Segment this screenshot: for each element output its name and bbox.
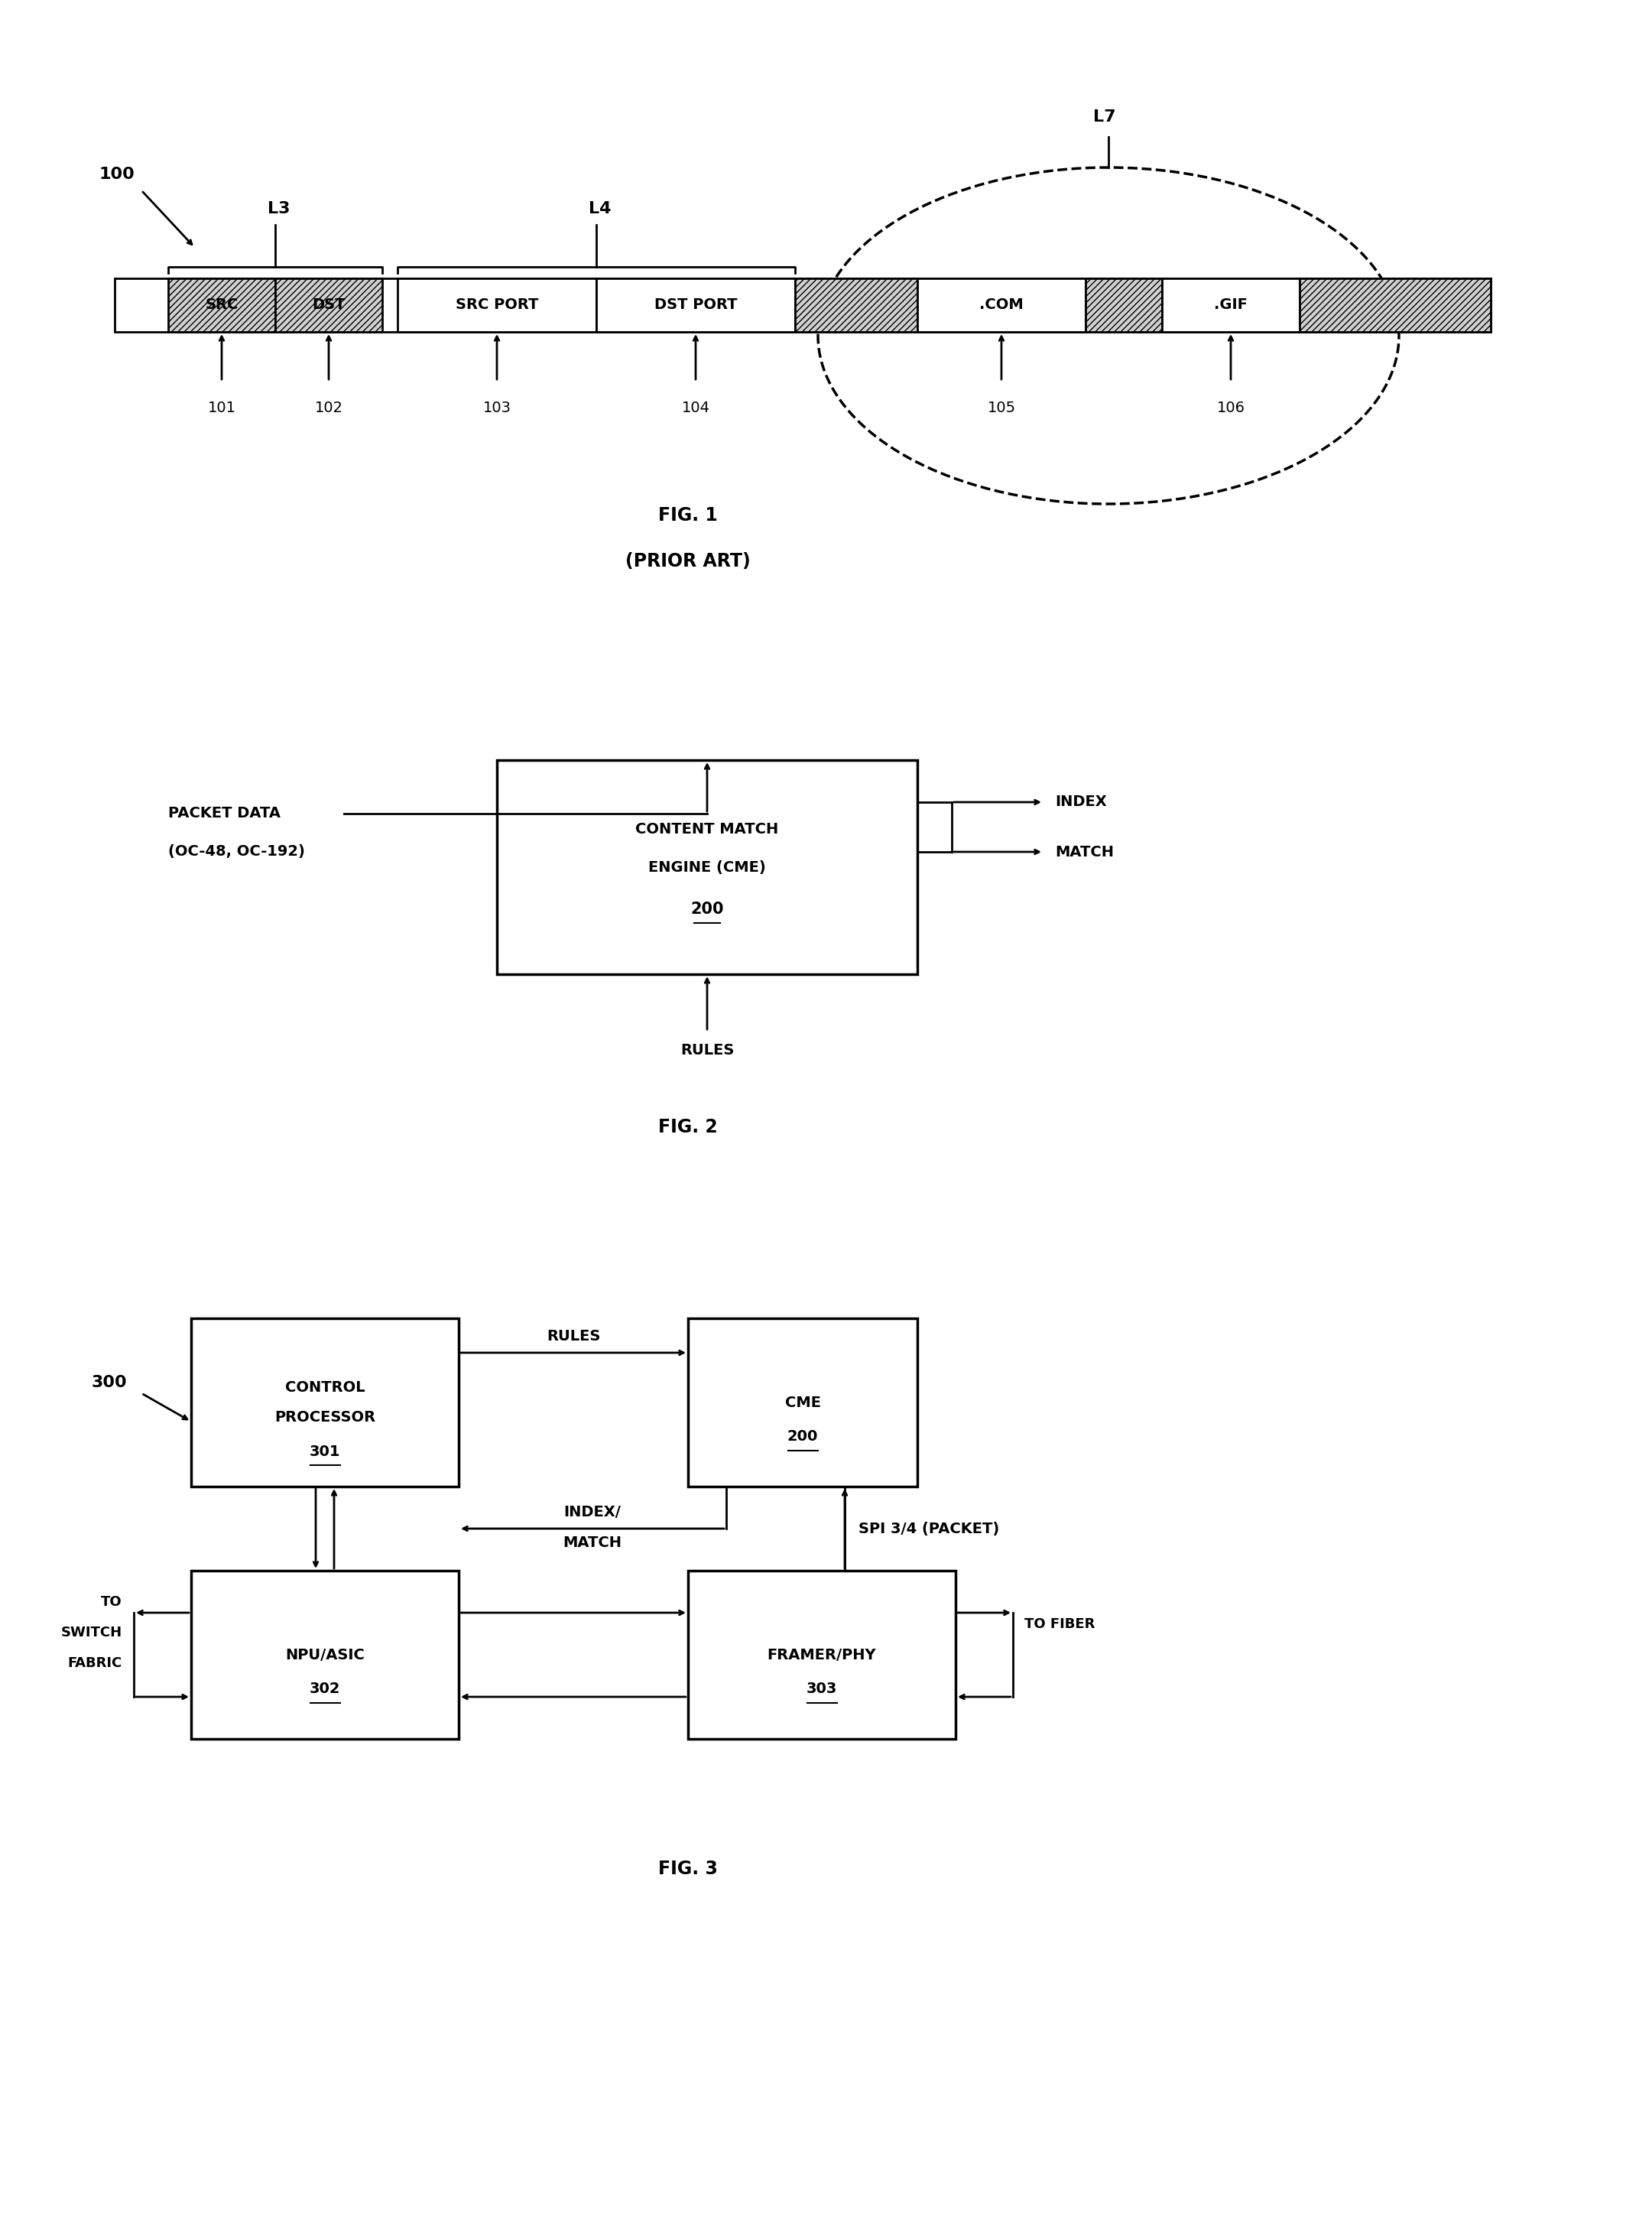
Text: (OC-48, OC-192): (OC-48, OC-192) <box>169 843 306 859</box>
Text: CME: CME <box>785 1394 821 1410</box>
Text: FABRIC: FABRIC <box>68 1655 122 1671</box>
Bar <box>795 279 917 332</box>
Text: DST: DST <box>312 299 345 312</box>
Text: MATCH: MATCH <box>1056 845 1113 859</box>
Text: 200: 200 <box>691 901 724 916</box>
Text: FIG. 3: FIG. 3 <box>657 1859 717 1879</box>
Text: SWITCH: SWITCH <box>61 1627 122 1640</box>
Text: 302: 302 <box>309 1682 340 1697</box>
Text: FIG. 1: FIG. 1 <box>657 507 717 524</box>
Text: TO: TO <box>101 1596 122 1609</box>
Text: L3: L3 <box>268 201 291 217</box>
Text: INDEX/: INDEX/ <box>563 1505 621 1520</box>
Text: L7: L7 <box>1094 108 1115 124</box>
Text: TO FIBER: TO FIBER <box>1024 1618 1095 1631</box>
Bar <box>192 1319 459 1487</box>
Text: 301: 301 <box>309 1445 340 1458</box>
Text: FRAMER/PHY: FRAMER/PHY <box>767 1646 876 1662</box>
Bar <box>169 279 276 332</box>
Text: .COM: .COM <box>980 299 1024 312</box>
Text: SRC: SRC <box>205 299 238 312</box>
Text: 104: 104 <box>682 401 710 416</box>
Bar <box>192 1571 459 1739</box>
Text: SPI 3/4 (PACKET): SPI 3/4 (PACKET) <box>859 1520 999 1536</box>
Bar <box>497 759 917 974</box>
Bar <box>687 1319 917 1487</box>
Text: 303: 303 <box>806 1682 838 1697</box>
Text: 105: 105 <box>988 401 1016 416</box>
Bar <box>114 279 1490 332</box>
Text: 101: 101 <box>208 401 236 416</box>
Text: 106: 106 <box>1216 401 1246 416</box>
Bar <box>1300 279 1490 332</box>
Text: DST PORT: DST PORT <box>654 299 737 312</box>
Text: ENGINE (CME): ENGINE (CME) <box>648 861 767 874</box>
Bar <box>1161 279 1300 332</box>
Text: 300: 300 <box>93 1374 127 1390</box>
Text: PROCESSOR: PROCESSOR <box>274 1410 375 1425</box>
Text: 102: 102 <box>314 401 344 416</box>
Text: RULES: RULES <box>547 1330 600 1343</box>
Text: NPU/ASIC: NPU/ASIC <box>286 1646 365 1662</box>
Text: 100: 100 <box>99 166 135 181</box>
Text: MATCH: MATCH <box>563 1536 621 1549</box>
Text: INDEX: INDEX <box>1056 794 1107 810</box>
Bar <box>596 279 795 332</box>
Bar <box>1085 279 1161 332</box>
Bar <box>276 279 382 332</box>
Text: SRC PORT: SRC PORT <box>456 299 539 312</box>
Bar <box>687 1571 955 1739</box>
Text: .GIF: .GIF <box>1214 299 1247 312</box>
Text: (PRIOR ART): (PRIOR ART) <box>626 551 750 571</box>
Bar <box>917 279 1085 332</box>
Text: PACKET DATA: PACKET DATA <box>169 806 281 821</box>
Text: 200: 200 <box>788 1430 818 1445</box>
Text: CONTENT MATCH: CONTENT MATCH <box>636 821 778 837</box>
Text: L4: L4 <box>588 201 611 217</box>
Text: 103: 103 <box>482 401 510 416</box>
Text: FIG. 2: FIG. 2 <box>657 1118 717 1135</box>
Text: CONTROL: CONTROL <box>284 1381 365 1394</box>
Bar <box>398 279 596 332</box>
Text: RULES: RULES <box>681 1042 733 1058</box>
